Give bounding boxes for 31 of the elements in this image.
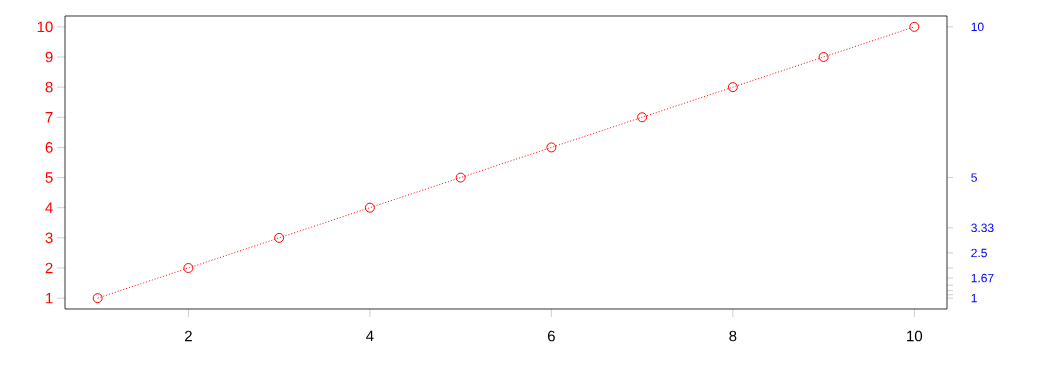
point <box>274 232 285 243</box>
point <box>364 202 375 213</box>
y-tick-label: 9 <box>45 51 53 63</box>
y2-tick-label: 1 <box>971 294 977 303</box>
x-tick-label: 6 <box>547 330 555 342</box>
y2-tick-label: 1.67 <box>971 273 994 283</box>
y-tick-label: 7 <box>45 112 53 123</box>
y-tick-label: 8 <box>45 81 53 93</box>
point <box>546 142 557 153</box>
y2-tick-label: 5 <box>971 173 977 182</box>
y2-tick-label: 3.33 <box>971 223 994 233</box>
y-tick-label: 3 <box>45 232 53 244</box>
point <box>455 172 466 183</box>
y-tick-label: 2 <box>45 262 53 274</box>
point <box>909 21 920 32</box>
y-tick-label: 5 <box>45 172 53 183</box>
y-tick-label: 4 <box>45 202 53 213</box>
point <box>637 112 648 123</box>
y2-tick-label: 2.5 <box>971 248 987 258</box>
point <box>727 82 738 93</box>
x-tick-label: 8 <box>729 330 737 342</box>
point <box>92 293 103 304</box>
point <box>183 262 194 273</box>
y-tick-label: 6 <box>45 142 53 153</box>
point <box>818 51 829 62</box>
x-tick-label: 4 <box>366 330 374 342</box>
x-tick-label: 10 <box>907 330 923 342</box>
y-tick-label: 10 <box>37 21 53 33</box>
x-tick-label: 2 <box>185 330 192 342</box>
y2-tick-label: 10 <box>971 22 984 32</box>
y-tick-label: 1 <box>46 292 53 304</box>
